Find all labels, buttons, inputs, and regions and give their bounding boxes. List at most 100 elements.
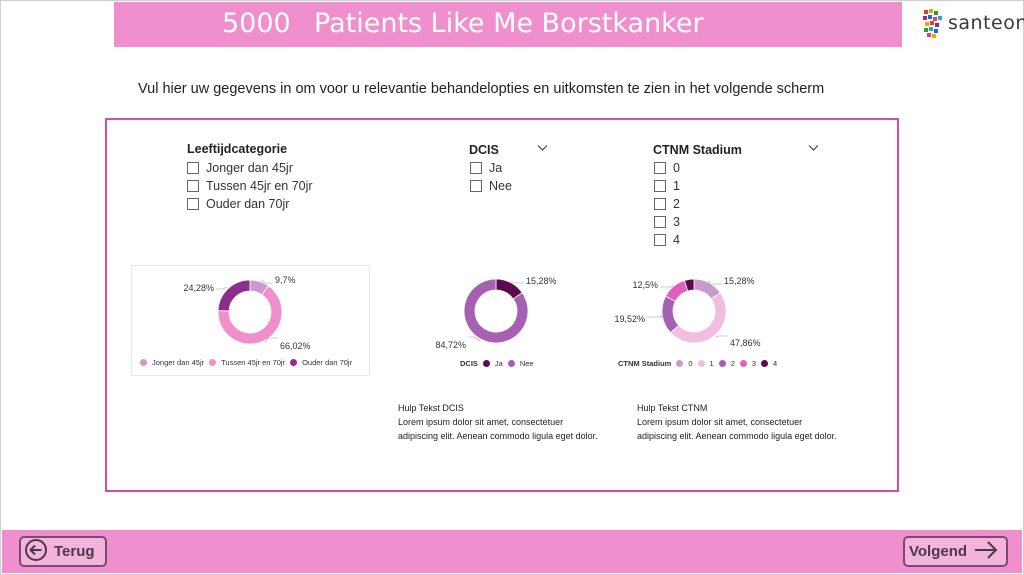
checkbox[interactable] (654, 234, 666, 246)
dcis-option-ja[interactable]: Ja (470, 161, 502, 175)
santeon-logo: santeon (922, 8, 1024, 38)
legend-label: Jonger dan 45jr (152, 358, 205, 367)
arrow-left-circle-icon (24, 538, 48, 566)
santeon-logo-icon (923, 9, 942, 38)
logo-text: santeon (948, 12, 1024, 34)
legend-label: Nee (519, 359, 534, 368)
dcis-slicer-title: DCIS (469, 143, 499, 157)
checkbox[interactable] (187, 162, 199, 174)
age-slice-tussen[interactable] (217, 285, 283, 345)
dcis-legend: DCIS Ja Nee (460, 359, 534, 368)
legend-swatch (697, 360, 705, 367)
instruction-text: Vul hier uw gegevens in om voor u releva… (138, 81, 825, 97)
dcis-help-body: Lorem ipsum dolor sit amet, consectetuer… (398, 417, 598, 441)
age-option-2[interactable]: Tussen 45jr en 70jr (187, 179, 313, 193)
legend-swatch (140, 359, 147, 366)
checkbox[interactable] (654, 162, 666, 174)
dcis-option-nee[interactable]: Nee (470, 179, 512, 193)
label-leader-line (715, 335, 728, 338)
legend-swatch (482, 360, 490, 367)
label-leader-line (511, 280, 524, 284)
label-leader-line (216, 287, 227, 290)
data-label: 24,28% (183, 283, 214, 293)
legend-label: 1 (709, 359, 714, 368)
dcis-slice-nee[interactable] (463, 278, 529, 344)
data-label: 12,5% (632, 280, 658, 290)
age-option-3[interactable]: Ouder dan 70jr (187, 197, 289, 211)
checkbox[interactable] (470, 162, 482, 174)
checkbox[interactable] (470, 180, 482, 192)
age-option-1[interactable]: Jonger dan 45jr (187, 161, 293, 175)
legend-label: 2 (730, 359, 735, 368)
label-leader-line (468, 336, 481, 342)
legend-swatch (676, 360, 684, 367)
age-option-label: Ouder dan 70jr (206, 197, 290, 211)
chevron-down-icon[interactable] (808, 143, 819, 155)
ctnm-option-label: 0 (673, 161, 680, 175)
checkbox[interactable] (187, 180, 199, 192)
ctnm-option-3[interactable]: 3 (654, 215, 680, 229)
page-title: Patients Like Me Borstkanker (314, 8, 704, 39)
legend-swatch (718, 360, 726, 367)
chevron-down-icon[interactable] (537, 143, 548, 155)
legend-title: CTNM Stadium (618, 359, 672, 368)
ctnm-option-label: 3 (673, 215, 680, 229)
back-button[interactable]: Terug (19, 536, 107, 567)
ctnm-option-0[interactable]: 0 (654, 161, 680, 175)
dcis-option-label: Ja (489, 161, 503, 175)
legend-swatch (507, 360, 515, 367)
age-option-label: Tussen 45jr en 70jr (206, 179, 313, 193)
ctnm-slice-2[interactable] (661, 295, 680, 334)
age-legend: Jonger dan 45jr Tussen 45jr en 70jr Oude… (140, 358, 352, 367)
ctnm-help-body: Lorem ipsum dolor sit amet, consectetuer… (637, 417, 837, 441)
ctnm-option-label: 1 (673, 179, 680, 193)
ctnm-slicer-title: CTNM Stadium (653, 143, 742, 157)
checkbox[interactable] (654, 180, 666, 192)
checkbox[interactable] (187, 198, 199, 210)
age-slice-ouder[interactable] (217, 279, 251, 312)
data-label: 66,02% (280, 341, 311, 351)
legend-swatch (739, 360, 747, 367)
ctnm-option-label: 2 (673, 197, 680, 211)
back-button-label: Terug (54, 543, 95, 560)
ctnm-slice-3[interactable] (665, 279, 689, 302)
ctnm-slice-1[interactable] (669, 292, 727, 344)
legend-label: 4 (773, 359, 778, 368)
label-leader-line (647, 315, 665, 318)
data-label: 9,7% (275, 275, 296, 285)
legend-label: Ja (494, 359, 503, 368)
dcis-option-label: Nee (489, 179, 512, 193)
ctnm-help-title: Hulp Tekst CTNM (637, 403, 708, 413)
label-leader-line (660, 284, 673, 288)
legend-label: 3 (751, 359, 757, 368)
data-label: 15,28% (724, 276, 755, 286)
next-button[interactable]: Volgend (903, 536, 1008, 567)
legend-title: DCIS (460, 359, 478, 368)
data-label: 15,28% (526, 276, 557, 286)
arrow-right-icon (973, 539, 999, 565)
legend-swatch (290, 359, 298, 366)
label-leader-line (264, 337, 278, 343)
legend-label: Ouder dan 70jr (302, 358, 353, 367)
checkbox[interactable] (654, 198, 666, 210)
ctnm-legend: CTNM Stadium 0 1 2 3 4 (618, 359, 777, 368)
data-label: 19,52% (614, 314, 645, 324)
ctnm-option-1[interactable]: 1 (654, 179, 680, 193)
ctnm-option-4[interactable]: 4 (654, 233, 680, 247)
legend-label: Tussen 45jr en 70jr (221, 358, 286, 367)
next-button-label: Volgend (909, 543, 968, 560)
data-label: 47,86% (730, 338, 761, 348)
data-label: 84,72% (435, 340, 466, 350)
patient-count: 5000 (222, 8, 291, 39)
label-leader-line (260, 279, 273, 284)
ctnm-option-2[interactable]: 2 (654, 197, 680, 211)
header-bar: 5000 Patients Like Me Borstkanker (114, 2, 902, 47)
dcis-help-title: Hulp Tekst DCIS (398, 403, 464, 413)
age-slicer-title: Leeftijdcategorie (187, 142, 288, 156)
filter-panel (105, 118, 899, 492)
label-leader-line (707, 280, 722, 285)
checkbox[interactable] (654, 216, 666, 228)
footer-bar (2, 530, 1022, 573)
ctnm-slice-4[interactable] (683, 278, 695, 292)
